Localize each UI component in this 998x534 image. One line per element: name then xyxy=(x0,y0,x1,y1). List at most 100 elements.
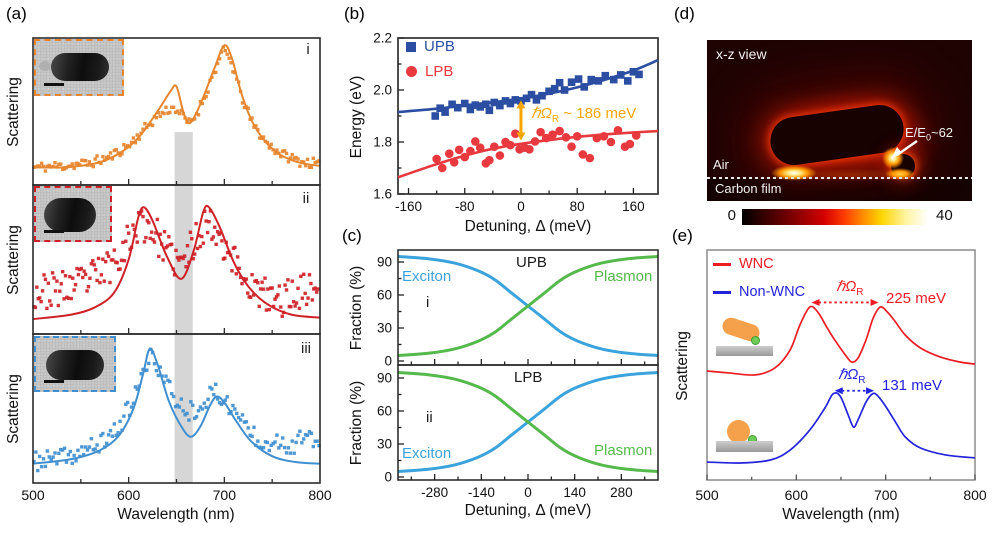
lpb-marker-icon xyxy=(406,66,417,77)
substrate-bar-nonwnc xyxy=(716,441,773,452)
svg-text:30: 30 xyxy=(377,321,392,336)
svg-text:90: 90 xyxy=(377,255,392,270)
rabi-value-nonwnc: 131 meV xyxy=(882,377,943,394)
panel-a-label: (a) xyxy=(6,4,27,23)
tem-scalebar-i xyxy=(44,83,64,86)
legend-nonwnc: Non-WNC xyxy=(713,284,805,300)
colorbar-max: 40 xyxy=(936,207,953,224)
enhancement-arrow-icon xyxy=(891,140,918,159)
tem-nanorod-ii xyxy=(44,198,96,232)
subpanel-label-iii: iii xyxy=(301,340,311,357)
svg-text:30: 30 xyxy=(377,437,392,452)
field-map: x-z view Air Carbon film E/E0~62 xyxy=(707,40,972,201)
nonwnc-line-icon xyxy=(713,290,731,294)
subpanel-index-i: i xyxy=(426,294,430,311)
svg-text:800: 800 xyxy=(308,487,332,503)
rabi-value-wnc: 225 meV xyxy=(886,290,947,307)
svg-text:0: 0 xyxy=(384,354,392,369)
fraction-ylabel-ii: Fraction (%) xyxy=(348,380,365,466)
detuning-xlabel-b: Detuning, Δ (meV) xyxy=(464,218,592,235)
svg-text:700: 700 xyxy=(213,487,237,503)
wavelength-xlabel-a: Wavelength (nm) xyxy=(117,506,235,523)
air-film-interface xyxy=(707,177,972,179)
scattering-ylabel-e: Scattering xyxy=(674,331,691,401)
wavelength-xlabel-e: Wavelength (nm) xyxy=(782,506,900,523)
exciton-label-i: Exciton xyxy=(402,268,452,285)
tem-nanorod-i xyxy=(51,53,109,81)
legend-wnc: WNC xyxy=(713,256,774,272)
svg-text:1.8: 1.8 xyxy=(373,135,392,150)
colorbar xyxy=(742,209,928,225)
energy-ylabel: Energy (eV) xyxy=(348,75,365,159)
svg-text:700: 700 xyxy=(874,487,898,503)
panel-b-label: (b) xyxy=(344,4,365,23)
tem-scalebar-iii xyxy=(44,380,64,383)
tem-inset-ii xyxy=(34,186,112,242)
schematic-emitter-wnc xyxy=(751,336,760,345)
legend-lpb: LPB xyxy=(406,63,453,80)
svg-text:160: 160 xyxy=(622,199,645,214)
svg-text:90: 90 xyxy=(377,371,392,386)
scattering-ylabel-iii: Scattering xyxy=(5,374,22,444)
svg-text:-140: -140 xyxy=(468,485,495,500)
legend-nonwnc-label: Non-WNC xyxy=(739,284,806,300)
subpanel-label-i: i xyxy=(306,41,310,58)
substrate-bar-wnc xyxy=(716,346,773,356)
upb-marker-icon xyxy=(406,41,416,52)
schematic-nanosphere xyxy=(727,420,750,443)
tem-inset-i xyxy=(34,39,124,96)
rabi-label-wnc: ℏΩR xyxy=(836,279,864,298)
plasmon-label-i: Plasmon xyxy=(594,268,653,285)
svg-text:2.0: 2.0 xyxy=(373,83,392,98)
view-label: x-z view xyxy=(716,46,767,62)
detuning-xlabel-c: Detuning, Δ (meV) xyxy=(464,502,592,519)
svg-text:60: 60 xyxy=(377,288,392,303)
tem-particle-faint xyxy=(39,61,51,71)
svg-text:-280: -280 xyxy=(421,485,448,500)
legend-wnc-label: WNC xyxy=(739,256,774,272)
svg-text:1.6: 1.6 xyxy=(373,187,392,202)
scattering-ylabel-i: Scattering xyxy=(5,77,22,147)
svg-text:800: 800 xyxy=(963,487,987,503)
legend-upb: UPB xyxy=(406,38,455,55)
panel-d-label: (d) xyxy=(674,4,695,23)
branch-label-lpb: LPB xyxy=(514,369,543,386)
air-label: Air xyxy=(713,157,729,172)
svg-text:0: 0 xyxy=(517,199,525,214)
svg-text:80: 80 xyxy=(570,199,585,214)
rabi-annotation-b: ℏΩR ~ 186 meV xyxy=(531,105,637,125)
subpanel-label-ii: ii xyxy=(302,190,310,207)
legend-lpb-label: LPB xyxy=(425,63,454,80)
plasmon-label-ii: Plasmon xyxy=(594,442,653,459)
svg-text:2.2: 2.2 xyxy=(373,31,392,46)
tem-inset-iii xyxy=(34,336,116,392)
tem-nanorod-iii xyxy=(46,350,104,380)
enhancement-label: E/E0~62 xyxy=(905,125,954,143)
svg-text:60: 60 xyxy=(377,404,392,419)
carbon-film-region xyxy=(707,179,972,201)
tem-scalebar-ii xyxy=(44,230,64,233)
svg-text:500: 500 xyxy=(695,487,719,503)
panel-e-label: (e) xyxy=(672,226,693,245)
svg-text:280: 280 xyxy=(610,485,633,500)
svg-text:0: 0 xyxy=(384,470,392,485)
svg-text:140: 140 xyxy=(563,485,586,500)
subpanel-index-ii: ii xyxy=(426,409,433,426)
wnc-line-icon xyxy=(713,262,731,266)
svg-text:600: 600 xyxy=(117,487,141,503)
fraction-ylabel-i: Fraction (%) xyxy=(348,265,365,351)
scattering-ylabel-ii: Scattering xyxy=(5,225,22,295)
exciton-label-ii: Exciton xyxy=(402,445,452,462)
panel-c-label: (c) xyxy=(342,226,362,245)
svg-text:600: 600 xyxy=(785,487,809,503)
colorbar-min: 0 xyxy=(727,207,736,224)
film-label: Carbon film xyxy=(715,181,782,196)
branch-label-upb: UPB xyxy=(516,254,547,271)
svg-text:-80: -80 xyxy=(455,199,475,214)
rabi-label-nonwnc: ℏΩR xyxy=(838,367,866,386)
legend-upb-label: UPB xyxy=(424,38,455,55)
svg-text:500: 500 xyxy=(21,487,45,503)
svg-text:0: 0 xyxy=(524,485,532,500)
